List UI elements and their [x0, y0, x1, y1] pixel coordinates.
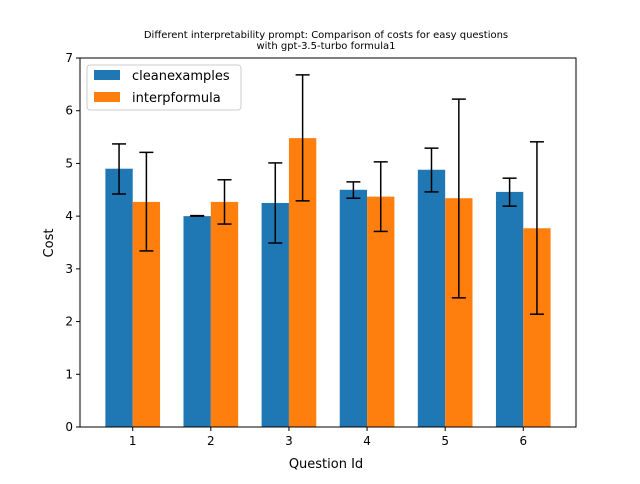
chart-title-line-1: Different interpretability prompt: Compa…: [144, 30, 508, 41]
x-tick-label: 3: [285, 434, 293, 448]
error-bar-interpformula-4: [373, 161, 388, 233]
y-tick-label: 0: [65, 420, 73, 434]
y-tick-label: 1: [65, 367, 73, 381]
bar-interpformula-4: [367, 196, 395, 427]
legend-label-cleanexamples: cleanexamples: [132, 69, 230, 84]
error-bar-interpformula-5: [451, 98, 466, 299]
y-tick-label: 3: [65, 262, 73, 276]
y-tick-label: 7: [65, 51, 73, 65]
axes: 0 1 2 3 4 5 6 7 1 2 3 4 5 6: [65, 51, 577, 448]
y-tick-label: 6: [65, 104, 73, 118]
error-bar-cleanexamples-3: [268, 162, 283, 244]
error-bar-cleanexamples-4: [346, 181, 361, 199]
y-tick-label: 5: [65, 156, 73, 170]
legend-label-interpformula: interpformula: [132, 91, 221, 106]
error-bar-interpformula-6: [529, 141, 544, 315]
error-bar-interpformula-2: [217, 179, 232, 225]
error-bar-cleanexamples-5: [424, 147, 439, 193]
x-tick-label: 5: [441, 434, 449, 448]
chart-title-line-2: with gpt-3.5-turbo formula1: [256, 41, 395, 52]
x-tick-label: 2: [207, 434, 215, 448]
y-tick-label: 4: [65, 209, 73, 223]
x-tick-label: 1: [129, 434, 137, 448]
plot-area: [105, 74, 551, 428]
bar-interpformula-2: [210, 201, 239, 427]
legend-frame: [86, 64, 242, 111]
y-tick-label: 2: [65, 315, 73, 329]
x-axis-label: Question Id: [289, 457, 363, 472]
bar-cleanexamples-2: [183, 216, 211, 427]
legend-swatch-interpformula: [94, 92, 120, 102]
error-bar-interpformula-1: [139, 151, 154, 252]
bar-cleanexamples-4: [339, 189, 368, 427]
legend: cleanexamples interpformula: [86, 64, 242, 111]
error-bar-cleanexamples-6: [502, 177, 517, 207]
y-axis-label: Cost: [42, 229, 57, 258]
bar-cleanexamples-5: [417, 169, 446, 428]
bar-cleanexamples-6: [495, 191, 524, 427]
axes-frame: [79, 57, 577, 428]
x-tick-label: 6: [519, 434, 527, 448]
error-bar-cleanexamples-2: [190, 214, 205, 217]
error-bar-cleanexamples-1: [112, 143, 127, 195]
bar-cleanexamples-1: [105, 168, 133, 427]
error-bar-interpformula-3: [295, 74, 310, 202]
x-tick-label: 4: [363, 434, 371, 448]
legend-swatch-cleanexamples: [94, 70, 120, 80]
